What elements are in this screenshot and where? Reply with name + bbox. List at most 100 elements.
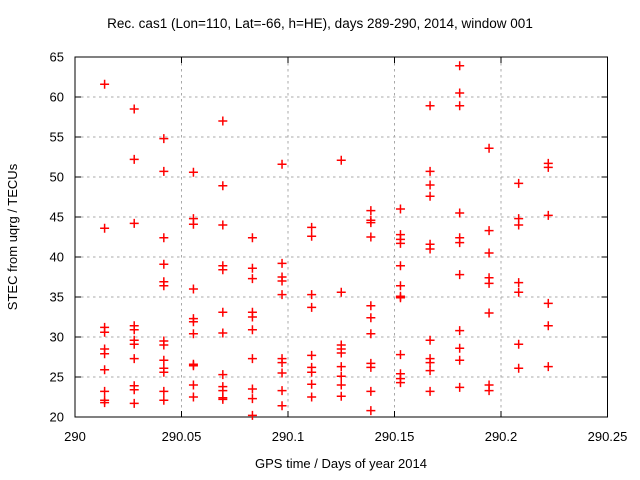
data-point-plus-marker [395, 378, 405, 388]
data-point-plus-marker [514, 278, 524, 288]
data-point-plus-marker [218, 307, 228, 317]
data-point-plus-marker [543, 321, 553, 331]
data-point-plus-marker [247, 354, 257, 364]
data-point-plus-marker [100, 349, 110, 359]
data-point-plus-marker [395, 238, 405, 248]
data-point-plus-marker [188, 329, 198, 339]
data-point-plus-marker [307, 222, 317, 232]
data-point-plus-marker [159, 281, 169, 291]
data-point-plus-marker [277, 401, 287, 411]
y-tick-label: 20 [50, 410, 64, 425]
data-point-plus-marker [366, 206, 376, 216]
data-point-plus-marker [484, 308, 494, 318]
data-point-plus-marker [277, 258, 287, 268]
y-tick-label: 40 [50, 250, 64, 265]
data-point-plus-marker [366, 329, 376, 339]
data-points [100, 61, 553, 420]
data-point-plus-marker [484, 278, 494, 288]
data-point-plus-marker [218, 370, 228, 380]
data-point-plus-marker [484, 226, 494, 236]
data-point-plus-marker [455, 326, 465, 336]
data-point-plus-marker [159, 367, 169, 377]
data-point-plus-marker [218, 394, 228, 404]
x-tick-label: 290.1 [272, 429, 305, 444]
data-point-plus-marker [129, 104, 139, 114]
data-point-plus-marker [336, 155, 346, 165]
data-point-plus-marker [336, 391, 346, 401]
data-point-plus-marker [455, 101, 465, 111]
data-point-plus-marker [484, 386, 494, 396]
data-point-plus-marker [543, 298, 553, 308]
data-point-plus-marker [425, 335, 435, 345]
data-point-plus-marker [425, 386, 435, 396]
data-point-plus-marker [188, 361, 198, 371]
data-point-plus-marker [247, 410, 257, 420]
x-tick-label: 290.15 [375, 429, 415, 444]
data-point-plus-marker [455, 208, 465, 218]
data-point-plus-marker [307, 231, 317, 241]
data-point-plus-marker [277, 386, 287, 396]
data-point-plus-marker [395, 281, 405, 291]
y-tick-label: 50 [50, 170, 64, 185]
data-point-plus-marker [188, 317, 198, 327]
plot-frame [74, 56, 608, 418]
chart-title: Rec. cas1 (Lon=110, Lat=-66, h=HE), days… [107, 16, 533, 31]
data-point-plus-marker [455, 61, 465, 71]
data-point-plus-marker [484, 248, 494, 258]
data-point-plus-marker [188, 380, 198, 390]
data-point-plus-marker [455, 270, 465, 280]
data-point-plus-marker [100, 398, 110, 408]
data-point-plus-marker [247, 325, 257, 335]
data-point-plus-marker [218, 220, 228, 230]
data-point-plus-marker [129, 354, 139, 364]
data-point-plus-marker [395, 293, 405, 303]
data-point-plus-marker [218, 328, 228, 338]
data-point-plus-marker [277, 159, 287, 169]
data-point-plus-marker [129, 398, 139, 408]
data-point-plus-marker [247, 394, 257, 404]
data-point-plus-marker [100, 327, 110, 337]
data-point-plus-marker [159, 395, 169, 405]
data-point-plus-marker [307, 379, 317, 389]
y-tick-label: 30 [50, 330, 64, 345]
data-point-plus-marker [366, 301, 376, 311]
y-tick-label: 25 [50, 370, 64, 385]
data-point-plus-marker [395, 261, 405, 271]
data-point-plus-marker [543, 162, 553, 172]
data-point-plus-marker [336, 371, 346, 381]
y-tick-label: 60 [50, 90, 64, 105]
data-point-plus-marker [307, 392, 317, 402]
data-point-plus-marker [366, 362, 376, 372]
data-point-plus-marker [514, 363, 524, 373]
data-point-plus-marker [277, 276, 287, 286]
data-point-plus-marker [159, 134, 169, 144]
data-point-plus-marker [247, 233, 257, 243]
data-point-plus-marker [307, 290, 317, 300]
data-point-plus-marker [543, 362, 553, 372]
data-point-plus-marker [188, 167, 198, 177]
data-point-plus-marker [514, 339, 524, 349]
data-point-plus-marker [336, 348, 346, 358]
data-point-plus-marker [218, 181, 228, 191]
data-point-plus-marker [129, 385, 139, 395]
data-point-plus-marker [218, 265, 228, 275]
data-point-plus-marker [425, 101, 435, 111]
data-point-plus-marker [366, 406, 376, 416]
data-point-plus-marker [159, 340, 169, 350]
data-point-plus-marker [277, 368, 287, 378]
data-point-plus-marker [336, 287, 346, 297]
data-point-plus-marker [188, 219, 198, 229]
data-point-plus-marker [425, 244, 435, 254]
plot-border [74, 56, 608, 418]
data-point-plus-marker [188, 284, 198, 294]
data-point-plus-marker [336, 380, 346, 390]
data-point-plus-marker [129, 154, 139, 164]
data-point-plus-marker [159, 386, 169, 396]
data-point-plus-marker [100, 79, 110, 89]
data-point-plus-marker [218, 116, 228, 126]
data-point-plus-marker [247, 384, 257, 394]
data-point-plus-marker [425, 366, 435, 376]
x-tick-label: 290.2 [485, 429, 518, 444]
data-point-plus-marker [247, 274, 257, 284]
